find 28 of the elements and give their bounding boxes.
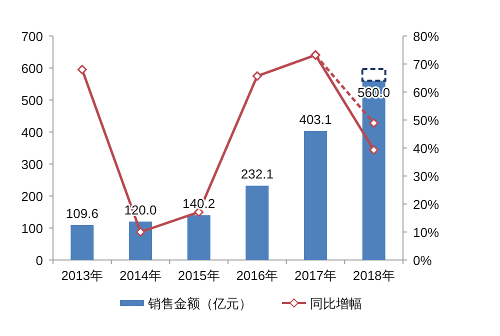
x-tick-label: 2015年 [178, 268, 220, 283]
data-label: 232.1 [240, 166, 274, 182]
y-tick-label: 700 [21, 29, 43, 44]
y2-tick-label: 80% [413, 29, 440, 44]
y-tick-label: 600 [21, 61, 43, 76]
y-tick-label: 100 [21, 221, 43, 236]
y-tick-label: 0 [36, 253, 43, 268]
x-tick-label: 2018年 [352, 268, 395, 283]
y2-tick-label: 20% [413, 197, 440, 212]
y2-tick-label: 10% [413, 225, 440, 240]
x-tick-label: 2013年 [61, 268, 104, 283]
y2-tick-label: 0% [413, 253, 432, 268]
y-tick-label: 200 [21, 189, 43, 204]
y-tick-label: 300 [21, 157, 43, 172]
y2-tick-label: 60% [413, 85, 440, 100]
legend-label: 销售金额（亿元） [147, 296, 252, 311]
y2-tick-label: 30% [413, 169, 440, 184]
y-tick-label: 400 [21, 125, 43, 140]
y-tick-label: 500 [21, 93, 43, 108]
y2-tick-label: 70% [413, 57, 440, 72]
y2-tick-label: 40% [413, 141, 440, 156]
x-tick-label: 2016年 [236, 268, 278, 283]
x-tick-label: 2017年 [294, 268, 336, 283]
data-label: 109.6 [66, 206, 98, 221]
y2-tick-label: 50% [413, 113, 440, 128]
legend-label: 同比增幅 [310, 296, 362, 311]
data-label: 403.1 [299, 112, 332, 128]
x-tick-label: 2014年 [120, 268, 162, 283]
